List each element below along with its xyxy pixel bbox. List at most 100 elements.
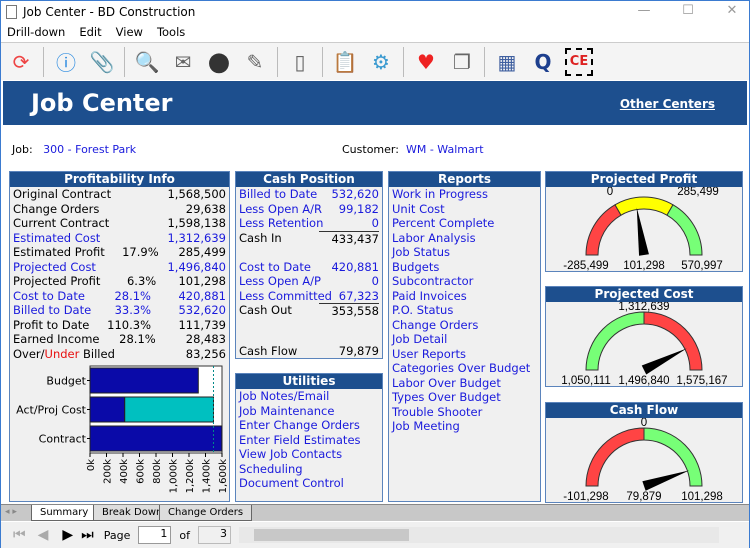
reports-link[interactable]: Job Meeting bbox=[392, 419, 460, 433]
panel-title: Cash Position bbox=[236, 172, 382, 187]
of-label: of bbox=[179, 528, 191, 542]
gauge-cash-flow: Cash Flow -101,298 79,879 101,298 0 bbox=[545, 402, 743, 503]
last-page-button[interactable]: ⏭ bbox=[81, 527, 94, 543]
job-link[interactable]: 300 - Forest Park bbox=[43, 143, 137, 156]
magnifier-icon[interactable]: 🔍 bbox=[134, 49, 160, 74]
clipboard-import-icon[interactable]: 📋 bbox=[332, 49, 358, 74]
gauge-label-t2: 285,499 bbox=[677, 187, 719, 198]
menu-edit[interactable]: Edit bbox=[79, 25, 102, 39]
next-page-button[interactable]: ▶ bbox=[62, 527, 74, 543]
menu-tools[interactable]: Tools bbox=[156, 25, 186, 39]
reports-link[interactable]: Job Status bbox=[392, 245, 451, 259]
utilities-link[interactable]: Job Maintenance bbox=[239, 403, 335, 418]
page-title: Job Center bbox=[31, 89, 173, 117]
utilities-link[interactable]: Document Control bbox=[239, 476, 344, 490]
refresh-icon[interactable]: ⟳ bbox=[12, 49, 30, 74]
first-page-button[interactable]: ⏮ bbox=[13, 527, 26, 543]
over-under-billed-row: Over/Under Billed 83,256 bbox=[13, 346, 226, 361]
cash-row[interactable]: Less Retention 0 bbox=[239, 216, 379, 230]
profitability-row[interactable]: Projected Cost 1,496,840 bbox=[13, 259, 226, 274]
menu-view[interactable]: View bbox=[115, 25, 143, 39]
gauge-label-min: 1,050,111 bbox=[561, 375, 610, 386]
menu-bar: Drill-down Edit View Tools bbox=[1, 23, 749, 41]
reports-link[interactable]: Labor Analysis bbox=[392, 230, 476, 245]
gauge-label-t1: 0 bbox=[641, 418, 647, 429]
utilities-link[interactable]: Job Notes/Email bbox=[239, 389, 330, 403]
cash-flow-row: Cash Flow 79,879 bbox=[239, 344, 379, 358]
reports-link[interactable]: Change Orders bbox=[392, 317, 479, 332]
sphere-icon[interactable]: ● bbox=[207, 46, 231, 77]
copy-icon[interactable]: ❐ bbox=[453, 49, 471, 74]
edit-document-icon[interactable]: ✎ bbox=[246, 49, 264, 74]
cash-row[interactable]: Less Open A/R 99,182 bbox=[239, 201, 379, 216]
category-label: Contract bbox=[39, 433, 87, 446]
menu-drill-down[interactable]: Drill-down bbox=[7, 25, 66, 39]
gauge-label-value: 1,496,840 bbox=[618, 375, 669, 386]
horizontal-scrollbar[interactable] bbox=[239, 527, 720, 543]
cash-row[interactable]: Cost to Date 420,881 bbox=[239, 259, 379, 274]
reports-link[interactable]: Types Over Budget bbox=[392, 390, 501, 404]
scrollbar-thumb[interactable] bbox=[254, 529, 410, 541]
profitability-row: Change Orders 29,638 bbox=[13, 201, 226, 216]
utilities-link[interactable]: Enter Field Estimates bbox=[239, 432, 361, 447]
reports-link[interactable]: User Reports bbox=[392, 346, 466, 361]
page-navigator: ⏮ ◀ ▶ ⏭ Page 1 of 3 bbox=[1, 522, 749, 548]
prev-page-button[interactable]: ◀ bbox=[37, 527, 49, 543]
job-label: Job: bbox=[12, 143, 33, 156]
cost-bar-chart: Budget Act/Proj Cost Contract 0k 200k 400k 600… bbox=[16, 365, 229, 494]
paperclip-icon[interactable]: 📎 bbox=[89, 49, 115, 74]
reports-panel: Reports Work in Progress Unit Cost Percent… bbox=[388, 171, 541, 502]
maximize-button[interactable]: ☐ bbox=[682, 3, 694, 18]
panel-title: Utilities bbox=[236, 374, 382, 389]
gauge-label-max: 101,298 bbox=[681, 491, 723, 502]
utilities-link[interactable]: Enter Change Orders bbox=[239, 418, 360, 432]
gauge-segment bbox=[585, 311, 645, 371]
profitability-row[interactable]: Cost to Date 28.1% 420,881 bbox=[13, 288, 226, 303]
reports-link[interactable]: Paid Invoices bbox=[392, 288, 467, 303]
q-logo-icon[interactable]: Q bbox=[534, 49, 552, 74]
cash-row[interactable]: Billed to Date 532,620 bbox=[239, 187, 379, 201]
reports-link[interactable]: Percent Complete bbox=[392, 216, 495, 230]
reports-link[interactable]: Labor Over Budget bbox=[392, 375, 501, 390]
cash-row[interactable]: Less Committed 67,323 bbox=[239, 288, 379, 303]
settings-document-icon[interactable]: ⚙ bbox=[372, 49, 390, 74]
panel-title: Reports bbox=[389, 172, 540, 187]
page-input[interactable]: 1 bbox=[138, 526, 172, 544]
heart-plus-icon[interactable]: ♥ bbox=[417, 49, 435, 74]
cash-row[interactable]: Less Open A/P 0 bbox=[239, 274, 379, 288]
tab-summary[interactable]: Summary bbox=[31, 505, 98, 521]
panel-title: Projected Profit bbox=[546, 172, 742, 187]
utilities-link[interactable]: View Job Contacts bbox=[239, 447, 343, 461]
ce-logo-icon[interactable]: CE bbox=[565, 47, 593, 76]
panel-title: Profitability Info bbox=[10, 172, 229, 187]
reports-link[interactable]: Trouble Shooter bbox=[392, 404, 483, 419]
x-tick-label: 1,600k bbox=[218, 459, 229, 494]
profitability-row: Current Contract 1,598,138 bbox=[13, 216, 226, 230]
document-icon[interactable]: ▯ bbox=[294, 49, 306, 74]
cash-row bbox=[236, 245, 382, 260]
utilities-link[interactable]: Scheduling bbox=[239, 461, 303, 476]
reports-link[interactable]: Job Detail bbox=[392, 332, 448, 346]
x-tick-label: 800k bbox=[152, 459, 163, 484]
reports-link[interactable]: Subcontractor bbox=[392, 274, 474, 288]
gauge-segment bbox=[666, 204, 703, 256]
other-centers-link[interactable]: Other Centers bbox=[619, 97, 715, 111]
profitability-row[interactable]: Billed to Date 33.3% 532,620 bbox=[13, 303, 226, 317]
gauge-needle bbox=[642, 470, 690, 491]
x-tick-label: 0k bbox=[86, 459, 97, 471]
info-icon[interactable]: ⓘ bbox=[56, 51, 76, 75]
calculator-icon[interactable]: ▦ bbox=[497, 49, 517, 74]
minimize-button[interactable]: — bbox=[637, 3, 651, 18]
envelope-icon[interactable]: ✉ bbox=[174, 49, 192, 74]
reports-link[interactable]: Categories Over Budget bbox=[392, 361, 531, 375]
profitability-row: Earned Income 28.1% 28,483 bbox=[13, 332, 226, 346]
reports-link[interactable]: Budgets bbox=[392, 259, 440, 274]
reports-link[interactable]: P.O. Status bbox=[392, 303, 454, 317]
close-button[interactable]: ✕ bbox=[726, 3, 738, 18]
tab-change-orders[interactable]: Change Orders bbox=[159, 505, 253, 521]
profitability-row[interactable]: Estimated Cost 1,312,639 bbox=[13, 230, 226, 245]
reports-link[interactable]: Unit Cost bbox=[392, 201, 445, 216]
customer-link[interactable]: WM - Walmart bbox=[405, 143, 484, 156]
tab-scroll-left[interactable]: ◂ ▸ bbox=[5, 507, 17, 517]
reports-link[interactable]: Work in Progress bbox=[392, 187, 488, 201]
